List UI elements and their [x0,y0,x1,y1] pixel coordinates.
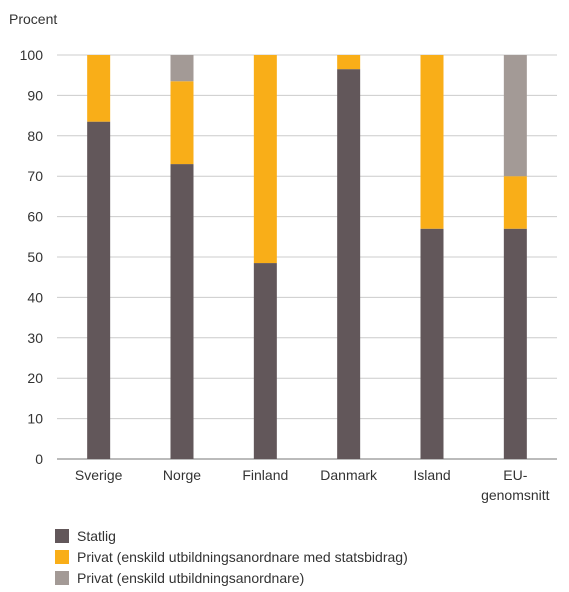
bar-segment [503,228,527,459]
y-tick-label: 100 [20,47,44,63]
y-tick-label: 90 [27,87,43,103]
y-tick-label: 20 [27,370,43,386]
legend-swatch [55,549,69,564]
x-tick-label: Norge [163,467,201,483]
bar-segment [503,176,527,229]
bar-segment [253,263,277,459]
legend-item: Privat (enskild utbildningsanordnare med… [55,546,408,567]
legend-label: Privat (enskild utbildningsanordnare) [77,569,305,586]
x-tick-label: Island [413,467,450,483]
legend: Statlig Privat (enskild utbildningsanordn… [55,525,408,588]
x-tick-label: EU-genomsnitt [481,467,550,503]
bar-segment [337,55,361,70]
legend-swatch [55,570,69,585]
bar-segment [170,81,194,165]
y-tick-label: 80 [27,128,43,144]
bar-segment [503,55,527,177]
legend-swatch [55,528,69,543]
y-tick-label: 30 [27,330,43,346]
y-tick-label: 40 [27,289,43,305]
y-tick-label: 10 [27,411,43,427]
legend-item: Statlig [55,525,408,546]
bar-segment [87,121,111,459]
x-tick-label: Finland [242,467,288,483]
y-tick-labels: 0 10 20 30 40 50 60 70 80 90 100 [20,47,44,467]
bar-segment [420,55,444,229]
bars [87,55,527,459]
bar-segment [253,55,277,264]
bar-segment [170,55,194,82]
gridlines [57,54,557,460]
bar-segment [87,55,111,122]
bar-segment [420,228,444,459]
legend-item: Privat (enskild utbildningsanordnare) [55,567,408,588]
x-tick-label: Sverige [75,467,123,483]
legend-label: Statlig [77,527,116,544]
y-axis-label: Procent [9,11,57,27]
y-tick-label: 50 [27,249,43,265]
y-tick-label: 60 [27,209,43,225]
x-tick-labels: Sverige Norge Finland Danmark Island EU-genom… [75,467,550,503]
x-tick-label: Danmark [320,467,378,483]
y-tick-label: 70 [27,168,43,184]
bar-segment [337,69,361,459]
legend-label: Privat (enskild utbildningsanordnare med… [77,548,408,565]
bar-segment [170,164,194,459]
stacked-bar-chart: Procent 0 10 20 30 40 50 60 70 80 90 100 Sverige No… [9,11,557,503]
y-tick-label: 0 [35,451,43,467]
